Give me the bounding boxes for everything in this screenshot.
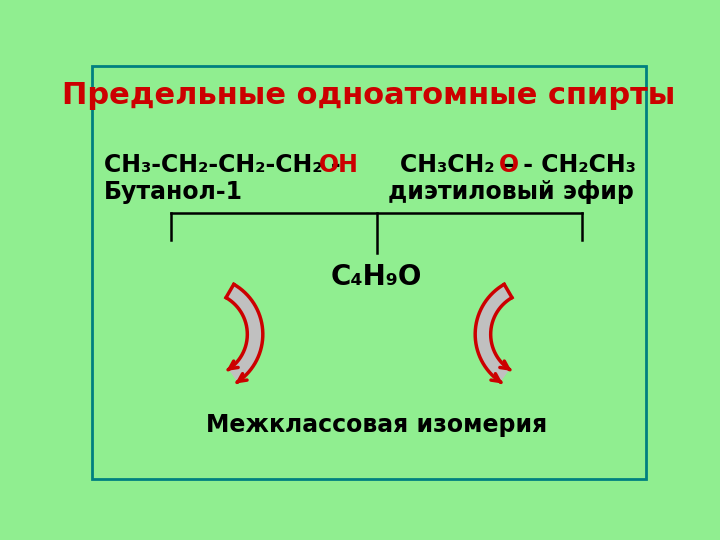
Text: Бутанол-1: Бутанол-1 xyxy=(104,180,243,204)
Text: O: O xyxy=(498,153,518,177)
Text: C₄H₉O: C₄H₉O xyxy=(331,262,423,291)
Text: OH: OH xyxy=(319,153,359,177)
Text: Межклассовая изомерия: Межклассовая изомерия xyxy=(206,413,547,437)
Polygon shape xyxy=(475,284,512,382)
Text: диэтиловый эфир: диэтиловый эфир xyxy=(388,180,634,204)
FancyBboxPatch shape xyxy=(91,66,647,479)
Text: - CH₂CH₃: - CH₂CH₃ xyxy=(515,153,636,177)
Text: Предельные одноатомные спирты: Предельные одноатомные спирты xyxy=(63,81,675,110)
Text: CH₃CH₂ –: CH₃CH₂ – xyxy=(400,153,523,177)
Text: CH₃-CH₂-CH₂-CH₂ -: CH₃-CH₂-CH₂-CH₂ - xyxy=(104,153,341,177)
Polygon shape xyxy=(226,284,263,382)
